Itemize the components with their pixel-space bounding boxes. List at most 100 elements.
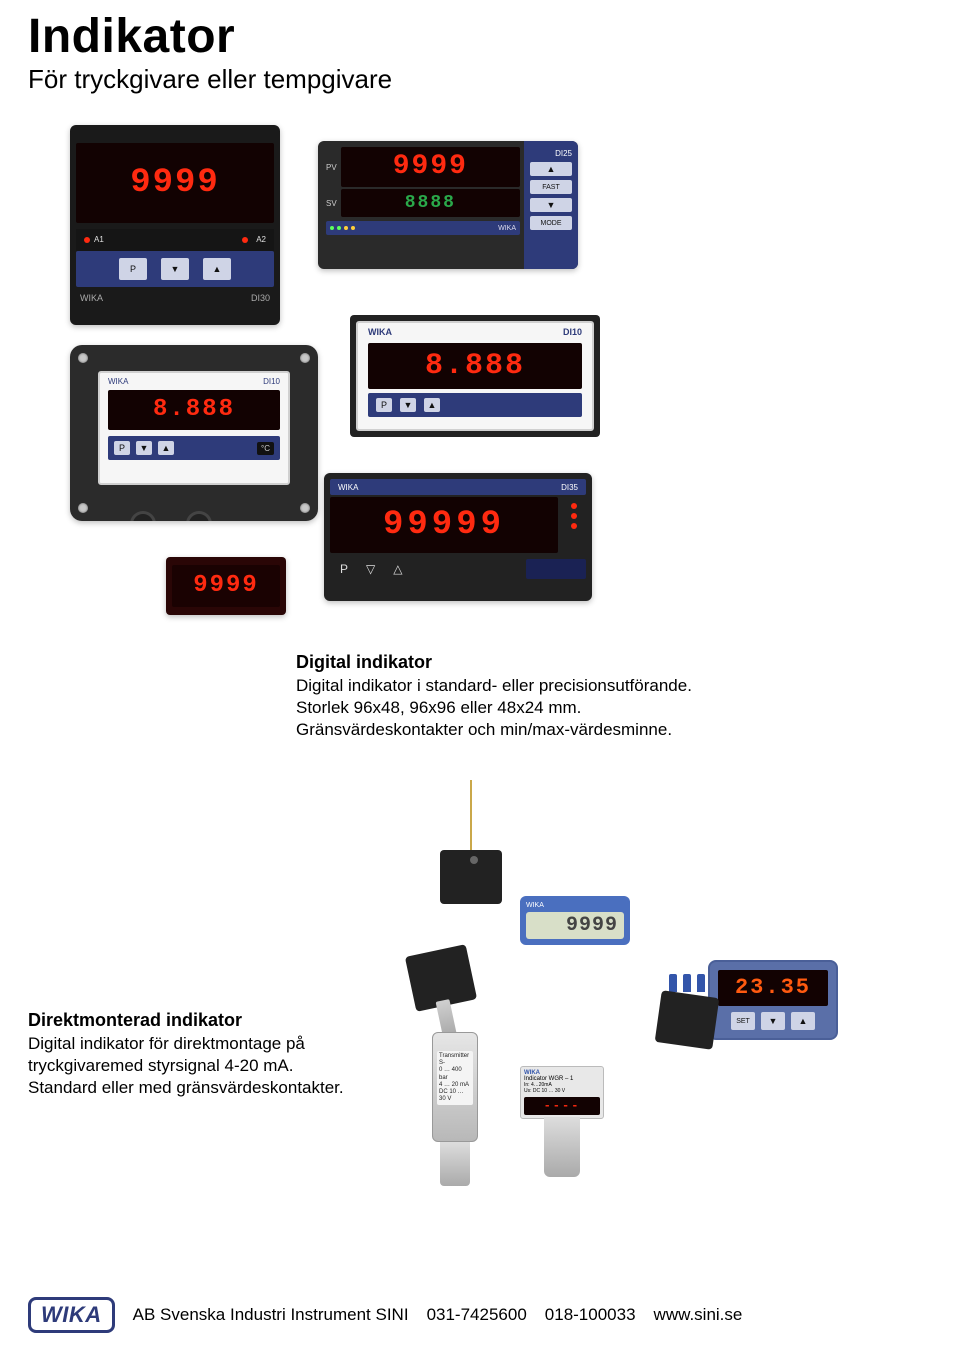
page-subtitle: För tryckgivare eller tempgivare bbox=[28, 64, 932, 95]
device-di35: WIKA DI35 99999 P ▽ △ bbox=[324, 473, 592, 601]
page-title: Indikator bbox=[28, 12, 932, 62]
lcd-readout: 9999 bbox=[526, 912, 624, 939]
di10-panel-readout: 8.888 bbox=[425, 351, 525, 381]
mini-readout: 9999 bbox=[193, 574, 259, 598]
section-title: Digital indikator bbox=[296, 652, 816, 673]
down-button[interactable]: ▼ bbox=[400, 398, 416, 412]
transmitter-out: 4 … 20 mA bbox=[439, 1082, 471, 1089]
device-di25: PV 9999 SV 8888 WIKA bbox=[318, 141, 578, 269]
din-connector-tilted bbox=[410, 950, 472, 1044]
di30-readout: 9999 bbox=[130, 166, 220, 200]
led-icon bbox=[351, 226, 355, 230]
down-button[interactable]: ▼ bbox=[161, 258, 189, 280]
device-di30: 9999 A1 A2 P ▼ ▲ WIKA DI30 bbox=[70, 125, 280, 325]
di25-sv-readout: 8888 bbox=[405, 194, 456, 212]
up-button[interactable]: △ bbox=[393, 562, 402, 576]
section-body-line: tryckgivaremed styrsignal 4-20 mA. bbox=[28, 1055, 388, 1077]
thread-icon bbox=[440, 1142, 470, 1186]
down-button[interactable]: ▽ bbox=[366, 562, 375, 576]
led-icon bbox=[337, 226, 341, 230]
di35-readout: 99999 bbox=[383, 508, 505, 542]
model-tag: DI35 bbox=[561, 483, 578, 492]
model-tag: DI30 bbox=[251, 293, 270, 303]
transmitter-range: 0 … 400 bar bbox=[439, 1067, 471, 1081]
footer-phone2: 018-100033 bbox=[545, 1305, 636, 1325]
up-button[interactable]: ▲ bbox=[791, 1012, 815, 1030]
model-tag: DI25 bbox=[530, 149, 572, 158]
section-body-line: Standard eller med gränsvärdeskontakter. bbox=[28, 1077, 388, 1099]
section-direktmonterad: Direktmonterad indikator Digital indikat… bbox=[28, 1010, 388, 1098]
up-button[interactable]: ▲ bbox=[424, 398, 440, 412]
down-button[interactable]: ▼ bbox=[530, 198, 572, 212]
wgr-supply: Us: DC 10 … 30 V bbox=[524, 1088, 600, 1094]
device-di10-wall: WIKA DI10 8.888 P ▼ ▲ °C bbox=[70, 345, 318, 521]
footer-company: AB Svenska Industri Instrument SINI bbox=[133, 1305, 409, 1325]
brand-tag: WIKA bbox=[80, 293, 103, 303]
down-button[interactable]: ▼ bbox=[136, 441, 152, 455]
transmitter-supply: DC 10 … 30 V bbox=[439, 1089, 471, 1103]
p-button[interactable]: P bbox=[376, 398, 392, 412]
di25-pv-readout: 9999 bbox=[393, 153, 468, 181]
sensor-orange-display: 23.35 SET ▼ ▲ bbox=[658, 960, 838, 1046]
section-digital-indikator: Digital indikator Digital indikator i st… bbox=[296, 652, 816, 740]
up-button[interactable]: ▲ bbox=[158, 441, 174, 455]
footer-phone1: 031-7425600 bbox=[427, 1305, 527, 1325]
transmitter-label: Transmitter S- bbox=[439, 1053, 471, 1067]
din-plug-icon bbox=[440, 850, 502, 904]
sensor-lcd-display: WIKA 9999 bbox=[520, 896, 630, 945]
led-icon bbox=[571, 523, 577, 529]
model-tag: DI10 bbox=[563, 327, 582, 337]
section-body-line: Digital indikator för direktmontage på bbox=[28, 1033, 388, 1055]
up-button[interactable]: ▲ bbox=[203, 258, 231, 280]
pv-label: PV bbox=[326, 163, 337, 172]
din-connector-antenna bbox=[440, 780, 502, 904]
top-device-gallery: 9999 A1 A2 P ▼ ▲ WIKA DI30 PV 9999 bbox=[28, 125, 932, 605]
led-icon bbox=[571, 503, 577, 509]
brand-tag: WIKA bbox=[108, 377, 128, 386]
wika-logo: WIKA bbox=[28, 1297, 115, 1333]
p-button[interactable]: P bbox=[119, 258, 147, 280]
led-icon bbox=[242, 237, 248, 243]
section-body-line: Storlek 96x48, 96x96 eller 48x24 mm. bbox=[296, 697, 816, 719]
brand-tag: WIKA bbox=[338, 483, 358, 492]
pin-icon bbox=[697, 974, 705, 992]
led-icon bbox=[84, 237, 90, 243]
led-icon bbox=[571, 513, 577, 519]
mode-button[interactable]: MODE bbox=[530, 216, 572, 230]
footer-web: www.sini.se bbox=[654, 1305, 743, 1325]
din-plug-icon bbox=[655, 990, 720, 1050]
cable-gland-icon bbox=[186, 511, 212, 521]
sv-label: SV bbox=[326, 199, 337, 208]
p-button[interactable]: P bbox=[340, 562, 348, 576]
model-tag: DI10 bbox=[263, 377, 280, 386]
brand-tag: WIKA bbox=[498, 225, 516, 232]
pin-icon bbox=[683, 974, 691, 992]
brand-tag: WIKA bbox=[368, 327, 392, 337]
device-mini: 9999 bbox=[166, 557, 286, 615]
led-icon bbox=[344, 226, 348, 230]
a1-label: A1 bbox=[94, 235, 104, 244]
set-button[interactable]: SET bbox=[731, 1012, 755, 1030]
section-body-line: Gränsvärdeskontakter och min/max-värdesm… bbox=[296, 719, 816, 741]
pin-icon bbox=[669, 974, 677, 992]
sensor-stem-icon bbox=[544, 1117, 580, 1177]
di35-lcd-icon bbox=[526, 559, 586, 579]
brand-tag: WIKA bbox=[526, 902, 624, 909]
down-button[interactable]: ▼ bbox=[761, 1012, 785, 1030]
bottom-sensor-gallery: WIKA 9999 Transmitter S- 0 … 400 bar 4 …… bbox=[380, 810, 900, 1230]
cable-gland-icon bbox=[130, 511, 156, 521]
led-icon bbox=[330, 226, 334, 230]
p-button[interactable]: P bbox=[114, 441, 130, 455]
unit-label: °C bbox=[257, 442, 274, 455]
section-title: Direktmonterad indikator bbox=[28, 1010, 388, 1031]
page-footer: WIKA AB Svenska Industri Instrument SINI… bbox=[0, 1297, 960, 1333]
sensor-transmitter: Transmitter S- 0 … 400 bar 4 … 20 mA DC … bbox=[432, 1032, 478, 1186]
di10-wall-readout: 8.888 bbox=[153, 398, 235, 422]
fast-button[interactable]: FAST bbox=[530, 180, 572, 194]
sensor-wgr: WIKA Indicator WGR – 1 In: 4…20mA Us: DC… bbox=[520, 1066, 604, 1177]
antenna-icon bbox=[470, 780, 472, 850]
orange-readout: 23.35 bbox=[735, 977, 811, 999]
up-button[interactable]: ▲ bbox=[530, 162, 572, 176]
device-di10-panel: WIKA DI10 8.888 P ▼ ▲ bbox=[350, 315, 600, 437]
section-body-line: Digital indikator i standard- eller prec… bbox=[296, 675, 816, 697]
